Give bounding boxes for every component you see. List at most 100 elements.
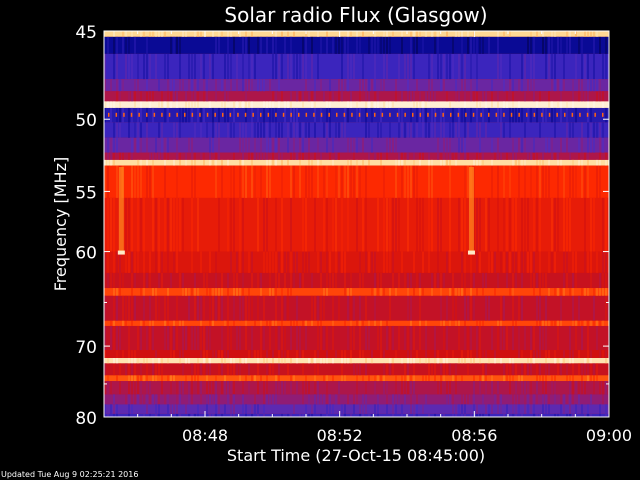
- heatmap-texture: [338, 165, 340, 198]
- heatmap-texture: [449, 137, 451, 153]
- heatmap-texture: [569, 31, 571, 37]
- heatmap-texture: [317, 394, 319, 405]
- heatmap-texture: [545, 107, 547, 123]
- heatmap-texture: [116, 36, 118, 54]
- heatmap-texture: [605, 288, 607, 296]
- heatmap-texture: [275, 320, 277, 326]
- heatmap-texture: [143, 320, 145, 326]
- heatmap-texture: [209, 137, 211, 153]
- heatmap-texture: [464, 137, 466, 153]
- heatmap-texture: [215, 36, 217, 54]
- heatmap-texture: [488, 358, 490, 364]
- heatmap-texture: [392, 363, 394, 376]
- heatmap-texture: [449, 320, 451, 326]
- heatmap-texture: [599, 79, 601, 92]
- heatmap-texture: [128, 404, 130, 414]
- heatmap-texture: [365, 295, 367, 321]
- heatmap-texture: [218, 122, 220, 138]
- heatmap-texture: [491, 375, 493, 382]
- heatmap-texture: [506, 152, 508, 160]
- heatmap-texture: [443, 358, 445, 364]
- heatmap-texture: [236, 79, 238, 92]
- heatmap-texture: [545, 375, 547, 382]
- heatmap-texture: [200, 350, 202, 359]
- interference-mark: [510, 112, 513, 117]
- heatmap-texture: [359, 320, 361, 326]
- heatmap-texture: [584, 91, 586, 102]
- heatmap-texture: [227, 295, 229, 321]
- heatmap-texture: [179, 413, 181, 417]
- heatmap-texture: [128, 394, 130, 405]
- heatmap-texture: [356, 36, 358, 54]
- heatmap-texture: [578, 36, 580, 54]
- heatmap-texture: [455, 320, 457, 326]
- heatmap-texture: [554, 413, 556, 417]
- heatmap-texture: [176, 137, 178, 153]
- heatmap-texture: [167, 404, 169, 414]
- heatmap-texture: [284, 107, 286, 123]
- heatmap-texture: [416, 36, 418, 54]
- heatmap-texture: [521, 272, 523, 289]
- heatmap-texture: [107, 165, 109, 198]
- interference-mark: [586, 112, 589, 117]
- heatmap-texture: [398, 159, 400, 166]
- heatmap-texture: [422, 288, 424, 296]
- heatmap-texture: [287, 413, 289, 417]
- heatmap-texture: [134, 251, 136, 273]
- heatmap-texture: [335, 197, 337, 252]
- heatmap-texture: [395, 350, 397, 359]
- heatmap-texture: [233, 363, 235, 376]
- heatmap-texture: [485, 363, 487, 376]
- heatmap-texture: [401, 251, 403, 273]
- heatmap-texture: [410, 375, 412, 382]
- heatmap-texture: [113, 404, 115, 414]
- heatmap-texture: [446, 53, 448, 80]
- heatmap-texture: [116, 53, 118, 80]
- heatmap-texture: [191, 288, 193, 296]
- heatmap-texture: [416, 350, 418, 359]
- heatmap-texture: [473, 295, 475, 321]
- heatmap-texture: [368, 159, 370, 166]
- heatmap-texture: [128, 36, 130, 54]
- heatmap-texture: [305, 320, 307, 326]
- interference-mark: [191, 112, 194, 117]
- heatmap-texture: [512, 295, 514, 321]
- heatmap-texture: [215, 295, 217, 321]
- heatmap-texture: [587, 79, 589, 92]
- heatmap-texture: [116, 122, 118, 138]
- heatmap-texture: [395, 91, 397, 102]
- heatmap-texture: [272, 350, 274, 359]
- heatmap-texture: [344, 251, 346, 273]
- heatmap-texture: [491, 159, 493, 166]
- heatmap-texture: [191, 152, 193, 160]
- heatmap-texture: [137, 197, 139, 252]
- heatmap-texture: [578, 363, 580, 376]
- heatmap-texture: [356, 137, 358, 153]
- heatmap-texture: [221, 381, 223, 395]
- heatmap-texture: [185, 31, 187, 37]
- heatmap-texture: [251, 165, 253, 198]
- heatmap-texture: [584, 320, 586, 326]
- heatmap-texture: [413, 91, 415, 102]
- heatmap-texture: [230, 358, 232, 364]
- heatmap-texture: [584, 288, 586, 296]
- heatmap-texture: [116, 325, 118, 351]
- heatmap-texture: [569, 404, 571, 414]
- heatmap-texture: [533, 272, 535, 289]
- heatmap-texture: [152, 197, 154, 252]
- heatmap-texture: [167, 53, 169, 80]
- heatmap-texture: [284, 358, 286, 364]
- heatmap-texture: [581, 320, 583, 326]
- heatmap-texture: [362, 272, 364, 289]
- heatmap-texture: [251, 251, 253, 273]
- heatmap-texture: [563, 165, 565, 198]
- heatmap-texture: [593, 320, 595, 326]
- heatmap-texture: [413, 53, 415, 80]
- heatmap-texture: [539, 413, 541, 417]
- heatmap-texture: [221, 101, 223, 108]
- heatmap-texture: [308, 159, 310, 166]
- heatmap-texture: [605, 272, 607, 289]
- heatmap-texture: [257, 36, 259, 54]
- heatmap-texture: [125, 251, 127, 273]
- heatmap-texture: [593, 197, 595, 252]
